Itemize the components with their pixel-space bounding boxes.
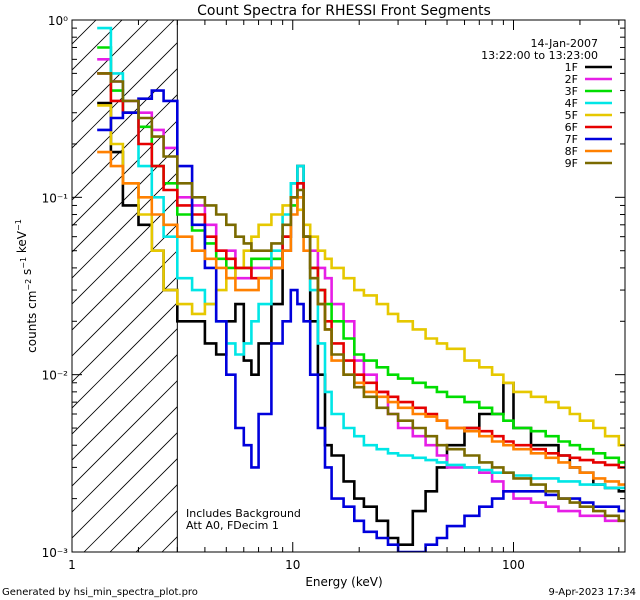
hatch-line (72, 20, 175, 123)
series-3F (97, 46, 625, 464)
y-tick-label: 10⁻² (42, 369, 69, 383)
annotation-attenuator: Att A0, FDecim 1 (186, 519, 279, 532)
hatch-line (72, 42, 178, 149)
ylabel-exponent: −1 (19, 257, 28, 269)
series-7F (97, 89, 625, 552)
legend-label-7F: 7F (565, 133, 578, 146)
hatch-line (72, 94, 178, 201)
hatch-line (72, 432, 178, 539)
annotation-background: Includes Background (186, 507, 301, 520)
plot-frame (71, 19, 626, 553)
hatch-line (72, 380, 178, 487)
hatch-line (83, 458, 178, 552)
ylabel-exponent: −2 (24, 279, 33, 291)
legend-label-4F: 4F (565, 97, 578, 110)
hatch-line (72, 172, 178, 279)
footer-generated-by: Generated by hsi_min_spectra_plot.pro (2, 587, 198, 598)
y-tick-label: 10⁻³ (42, 546, 69, 560)
y-tick-labels: 10⁰ 10⁻¹ 10⁻² 10⁻³ (42, 14, 69, 560)
time-range-label: 13:22:00 to 13:23:00 (481, 49, 598, 62)
legend-label-5F: 5F (565, 109, 578, 122)
excluded-region-hatch (0, 0, 178, 552)
ylabel-exponent: −1 (14, 219, 23, 231)
legend-label-3F: 3F (565, 85, 578, 98)
y-tick-label: 10⁻¹ (42, 191, 69, 205)
series-lines (97, 26, 625, 552)
hatch-line (0, 0, 98, 552)
legend-label-6F: 6F (565, 121, 578, 134)
series-5F (97, 104, 625, 447)
hatch-line (72, 250, 178, 357)
x-tick-label: 100 (502, 558, 525, 572)
ylabel-text-part: counts cm (25, 291, 39, 353)
hatch-line (0, 0, 72, 552)
y-axis-label: counts cm−2 s−1 keV−1 (14, 219, 39, 353)
hatch-line (72, 198, 178, 305)
legend-label-8F: 8F (565, 145, 578, 158)
ylabel-text-part: keV (15, 230, 29, 257)
hatch-line (72, 354, 178, 461)
date-label: 14-Jan-2007 (531, 37, 599, 50)
axis-ticks (71, 20, 625, 553)
hatch-line (72, 20, 149, 97)
footer-timestamp: 9-Apr-2023 17:34 (549, 587, 636, 598)
legend-label-1F: 1F (565, 61, 578, 74)
series-9F (97, 72, 625, 523)
hatch-line (72, 224, 178, 331)
y-tick-label: 10⁰ (48, 14, 68, 28)
hatch-line (72, 120, 178, 227)
chart-title: Count Spectra for RHESSI Front Segments (197, 3, 491, 19)
ylabel-text-part: s (20, 269, 34, 279)
hatch-line (72, 20, 97, 45)
hatch-line (72, 68, 178, 175)
legend-label-9F: 9F (565, 157, 578, 170)
hatch-line (72, 302, 178, 409)
hatch-line (109, 484, 178, 552)
legend-label-2F: 2F (565, 73, 578, 86)
x-tick-labels: 1 10 100 (68, 558, 525, 572)
x-axis-label: Energy (keV) (305, 575, 382, 589)
x-tick-label: 1 (68, 558, 76, 572)
hatch-line (72, 406, 178, 513)
series-4F (97, 26, 625, 490)
hatch-line (72, 276, 178, 383)
x-tick-label: 10 (285, 558, 300, 572)
